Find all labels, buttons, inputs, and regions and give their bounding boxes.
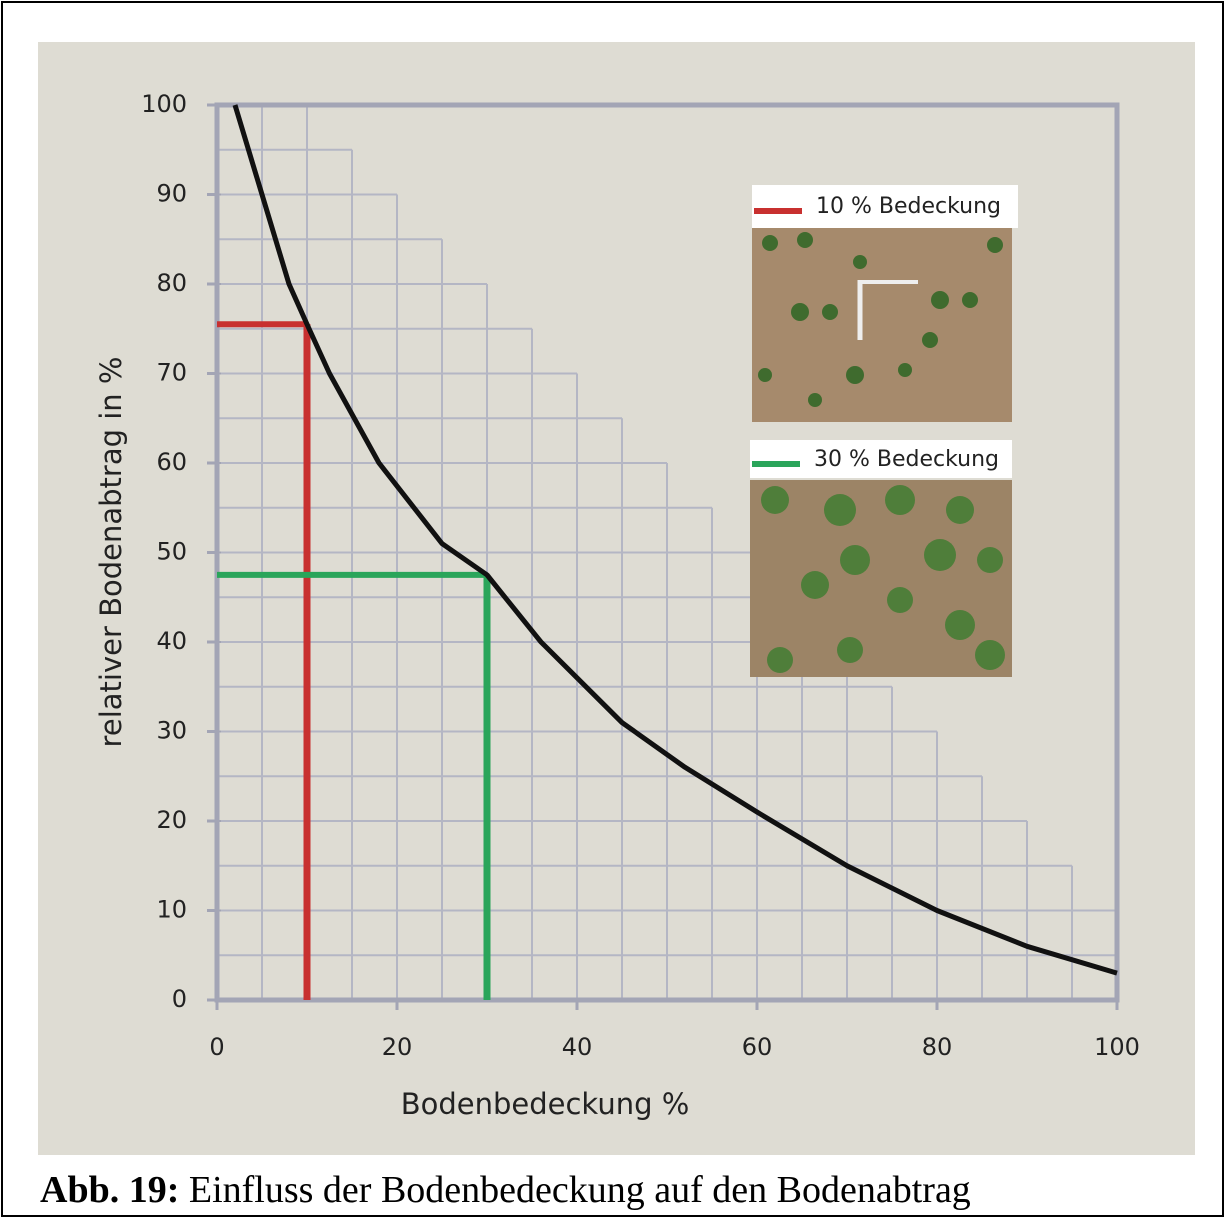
x-tick-label: 20 bbox=[382, 1033, 413, 1061]
y-tick-label: 50 bbox=[156, 538, 187, 566]
figure: 0 10 20 30 40 50 60 70 80 90 100 0 20 40 60 80 100 Bodenb… bbox=[0, 0, 1225, 1218]
photo bbox=[752, 228, 1012, 422]
legend-label: 10 % Bedeckung bbox=[816, 194, 1001, 219]
y-tick-label: 20 bbox=[156, 806, 187, 834]
x-tick-label: 100 bbox=[1094, 1033, 1140, 1061]
x-tick-label: 0 bbox=[209, 1033, 224, 1061]
y-tick-label: 70 bbox=[156, 359, 187, 387]
chart-panel bbox=[38, 42, 1195, 1155]
caption: Abb. 19: Einfluss der Bodenbedeckung auf… bbox=[40, 1169, 971, 1211]
y-axis-label: relativer Bodenabtrag in % bbox=[94, 357, 128, 748]
caption-text: Einfluss der Bodenbedeckung auf den Bode… bbox=[189, 1169, 971, 1211]
y-tick-label: 30 bbox=[156, 717, 187, 745]
x-tick-label: 80 bbox=[922, 1033, 953, 1061]
y-tick-label: 60 bbox=[156, 448, 187, 476]
y-tick-label: 40 bbox=[156, 627, 187, 655]
page: 0 10 20 30 40 50 60 70 80 90 100 0 20 40 60 80 100 Bodenb… bbox=[0, 0, 1225, 1218]
x-tick-label: 60 bbox=[742, 1033, 773, 1061]
y-tick-label: 0 bbox=[172, 985, 187, 1013]
y-tick-label: 80 bbox=[156, 269, 187, 297]
y-tick-label: 10 bbox=[156, 896, 187, 924]
legend-label: 30 % Bedeckung bbox=[814, 447, 999, 472]
caption-label: Abb. 19: bbox=[40, 1169, 179, 1211]
x-tick-label: 40 bbox=[562, 1033, 593, 1061]
y-tick-label: 90 bbox=[156, 180, 187, 208]
y-tick-label: 100 bbox=[141, 90, 187, 118]
x-axis-label: Bodenbedeckung % bbox=[401, 1087, 690, 1121]
